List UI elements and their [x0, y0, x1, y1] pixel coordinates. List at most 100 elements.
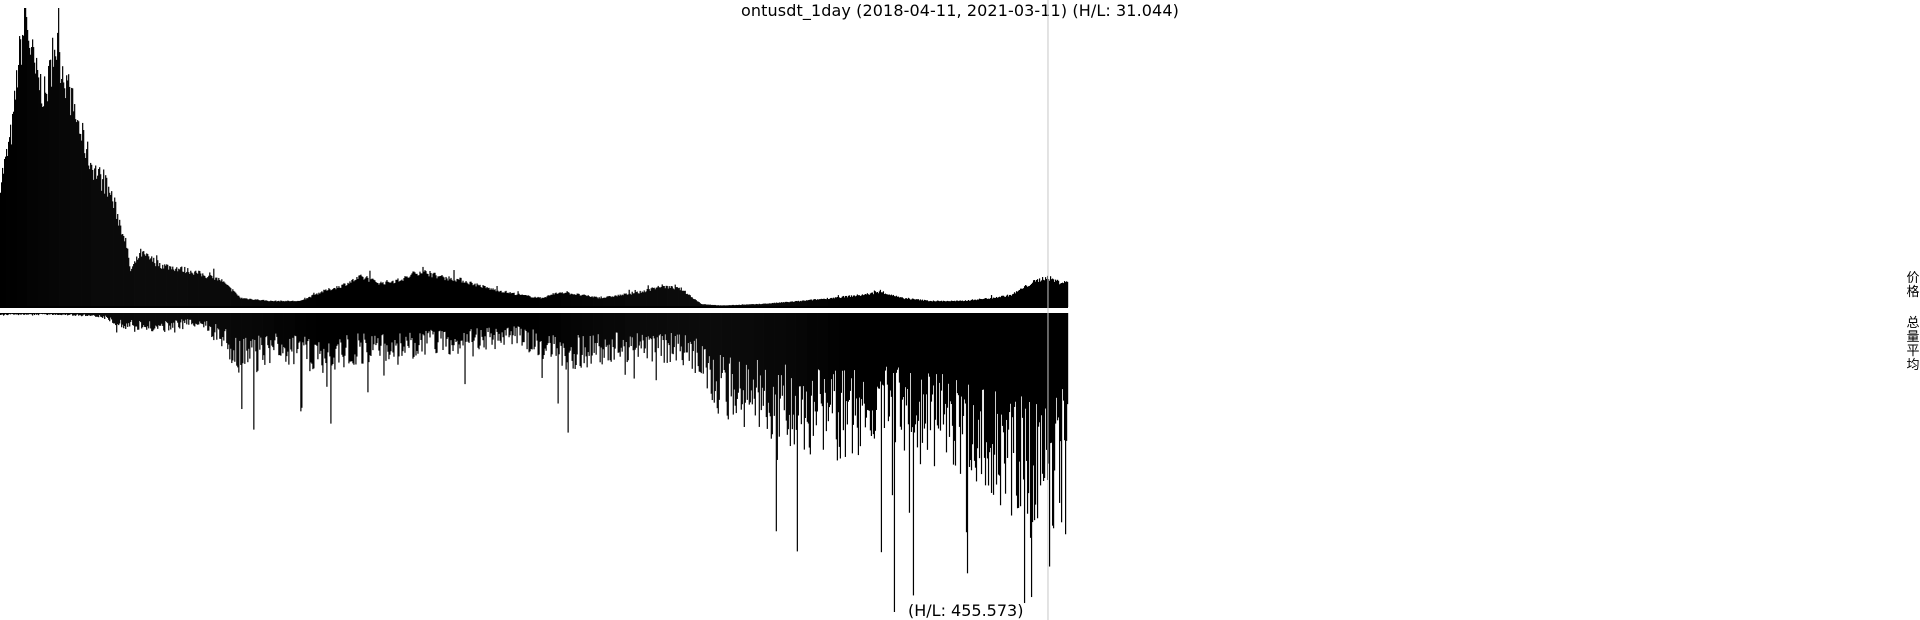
- volume-bar: [623, 313, 625, 347]
- volume-bar: [1002, 313, 1005, 433]
- price-bar: [579, 295, 581, 307]
- volume-bar: [715, 313, 717, 382]
- price-bar: [101, 190, 103, 307]
- price-bar: [273, 301, 275, 307]
- price-bar: [416, 273, 418, 307]
- price-bar: [244, 298, 246, 307]
- price-bar: [763, 303, 765, 307]
- volume-bar: [383, 313, 385, 376]
- price-bar: [52, 37, 54, 308]
- volume-bar: [898, 313, 901, 383]
- volume-bar: [780, 313, 782, 376]
- price-bar: [700, 303, 702, 307]
- volume-bar: [90, 313, 92, 316]
- price-bar: [48, 65, 50, 307]
- price-bar: [670, 286, 672, 307]
- volume-bar: [555, 313, 557, 356]
- price-bar: [863, 294, 866, 307]
- price-bar: [310, 297, 312, 307]
- price-bar: [805, 300, 807, 307]
- price-bar: [340, 287, 342, 307]
- price-bar: [499, 290, 501, 307]
- price-bar: [377, 283, 379, 307]
- price-bar: [940, 300, 943, 307]
- price-bar: [31, 47, 33, 308]
- volume-bar: [205, 313, 207, 326]
- volume-bar: [973, 313, 976, 461]
- price-bar: [525, 295, 527, 307]
- price-bar: [608, 295, 610, 307]
- volume-panel: [0, 313, 1069, 612]
- volume-bar: [766, 313, 768, 429]
- volume-bar: [620, 313, 622, 348]
- volume-bar: [673, 313, 675, 348]
- price-bar: [178, 268, 180, 307]
- volume-bar: [775, 313, 777, 532]
- price-bar: [461, 282, 463, 307]
- price-bar: [887, 294, 890, 307]
- price-bar: [380, 281, 382, 307]
- price-bar: [648, 289, 650, 307]
- volume-bar: [388, 313, 390, 360]
- volume-bar: [236, 313, 238, 366]
- volume-bar: [58, 313, 60, 315]
- volume-bar: [489, 313, 491, 338]
- volume-bar: [755, 313, 757, 388]
- volume-bar: [84, 313, 86, 315]
- volume-bar: [174, 313, 176, 333]
- volume-bar: [847, 313, 849, 402]
- volume-bar: [459, 313, 461, 349]
- volume-bar: [308, 313, 310, 339]
- price-bar: [942, 300, 945, 307]
- volume-bar: [716, 313, 718, 409]
- price-bar: [237, 295, 239, 307]
- volume-bar: [437, 313, 439, 343]
- volume-bar: [106, 313, 108, 317]
- price-bar: [856, 294, 858, 307]
- price-bar: [294, 301, 296, 307]
- price-bar: [158, 266, 160, 307]
- price-bar: [57, 32, 59, 307]
- volume-bar: [882, 313, 885, 386]
- volume-bar: [4, 313, 6, 315]
- volume-bar: [656, 313, 658, 338]
- volume-bar: [909, 313, 912, 374]
- volume-bar: [614, 313, 616, 349]
- volume-bar: [231, 313, 233, 364]
- volume-bar: [213, 313, 215, 341]
- volume-bar: [477, 313, 479, 348]
- price-bar: [138, 258, 140, 307]
- volume-bar: [988, 313, 991, 453]
- price-bar: [500, 290, 502, 307]
- price-bar: [258, 300, 260, 307]
- volume-bar: [76, 313, 78, 315]
- volume-bar: [176, 313, 178, 321]
- volume-bar: [873, 313, 876, 439]
- volume-bar: [98, 313, 100, 318]
- price-bar: [549, 295, 551, 307]
- price-bar: [753, 304, 755, 307]
- price-bar: [103, 169, 105, 307]
- volume-bar: [1006, 313, 1009, 458]
- volume-bar: [824, 313, 826, 393]
- price-bar: [417, 275, 419, 307]
- price-bar: [66, 75, 68, 308]
- volume-bar: [524, 313, 526, 330]
- volume-bar: [212, 313, 214, 337]
- volume-bar: [704, 313, 706, 350]
- price-bar: [78, 121, 80, 307]
- price-bar: [365, 277, 367, 307]
- price-bar: [239, 297, 241, 307]
- volume-bar: [750, 313, 752, 391]
- volume-bar: [353, 313, 355, 365]
- volume-bar: [736, 313, 738, 399]
- price-bar: [907, 297, 910, 307]
- volume-bar: [879, 313, 882, 382]
- price-bar: [115, 201, 117, 307]
- price-bar: [1016, 291, 1019, 307]
- price-bar: [691, 297, 693, 307]
- price-bar: [852, 295, 854, 307]
- volume-bar: [560, 313, 562, 346]
- price-bar: [457, 279, 459, 307]
- volume-label-char: 总: [1906, 316, 1920, 331]
